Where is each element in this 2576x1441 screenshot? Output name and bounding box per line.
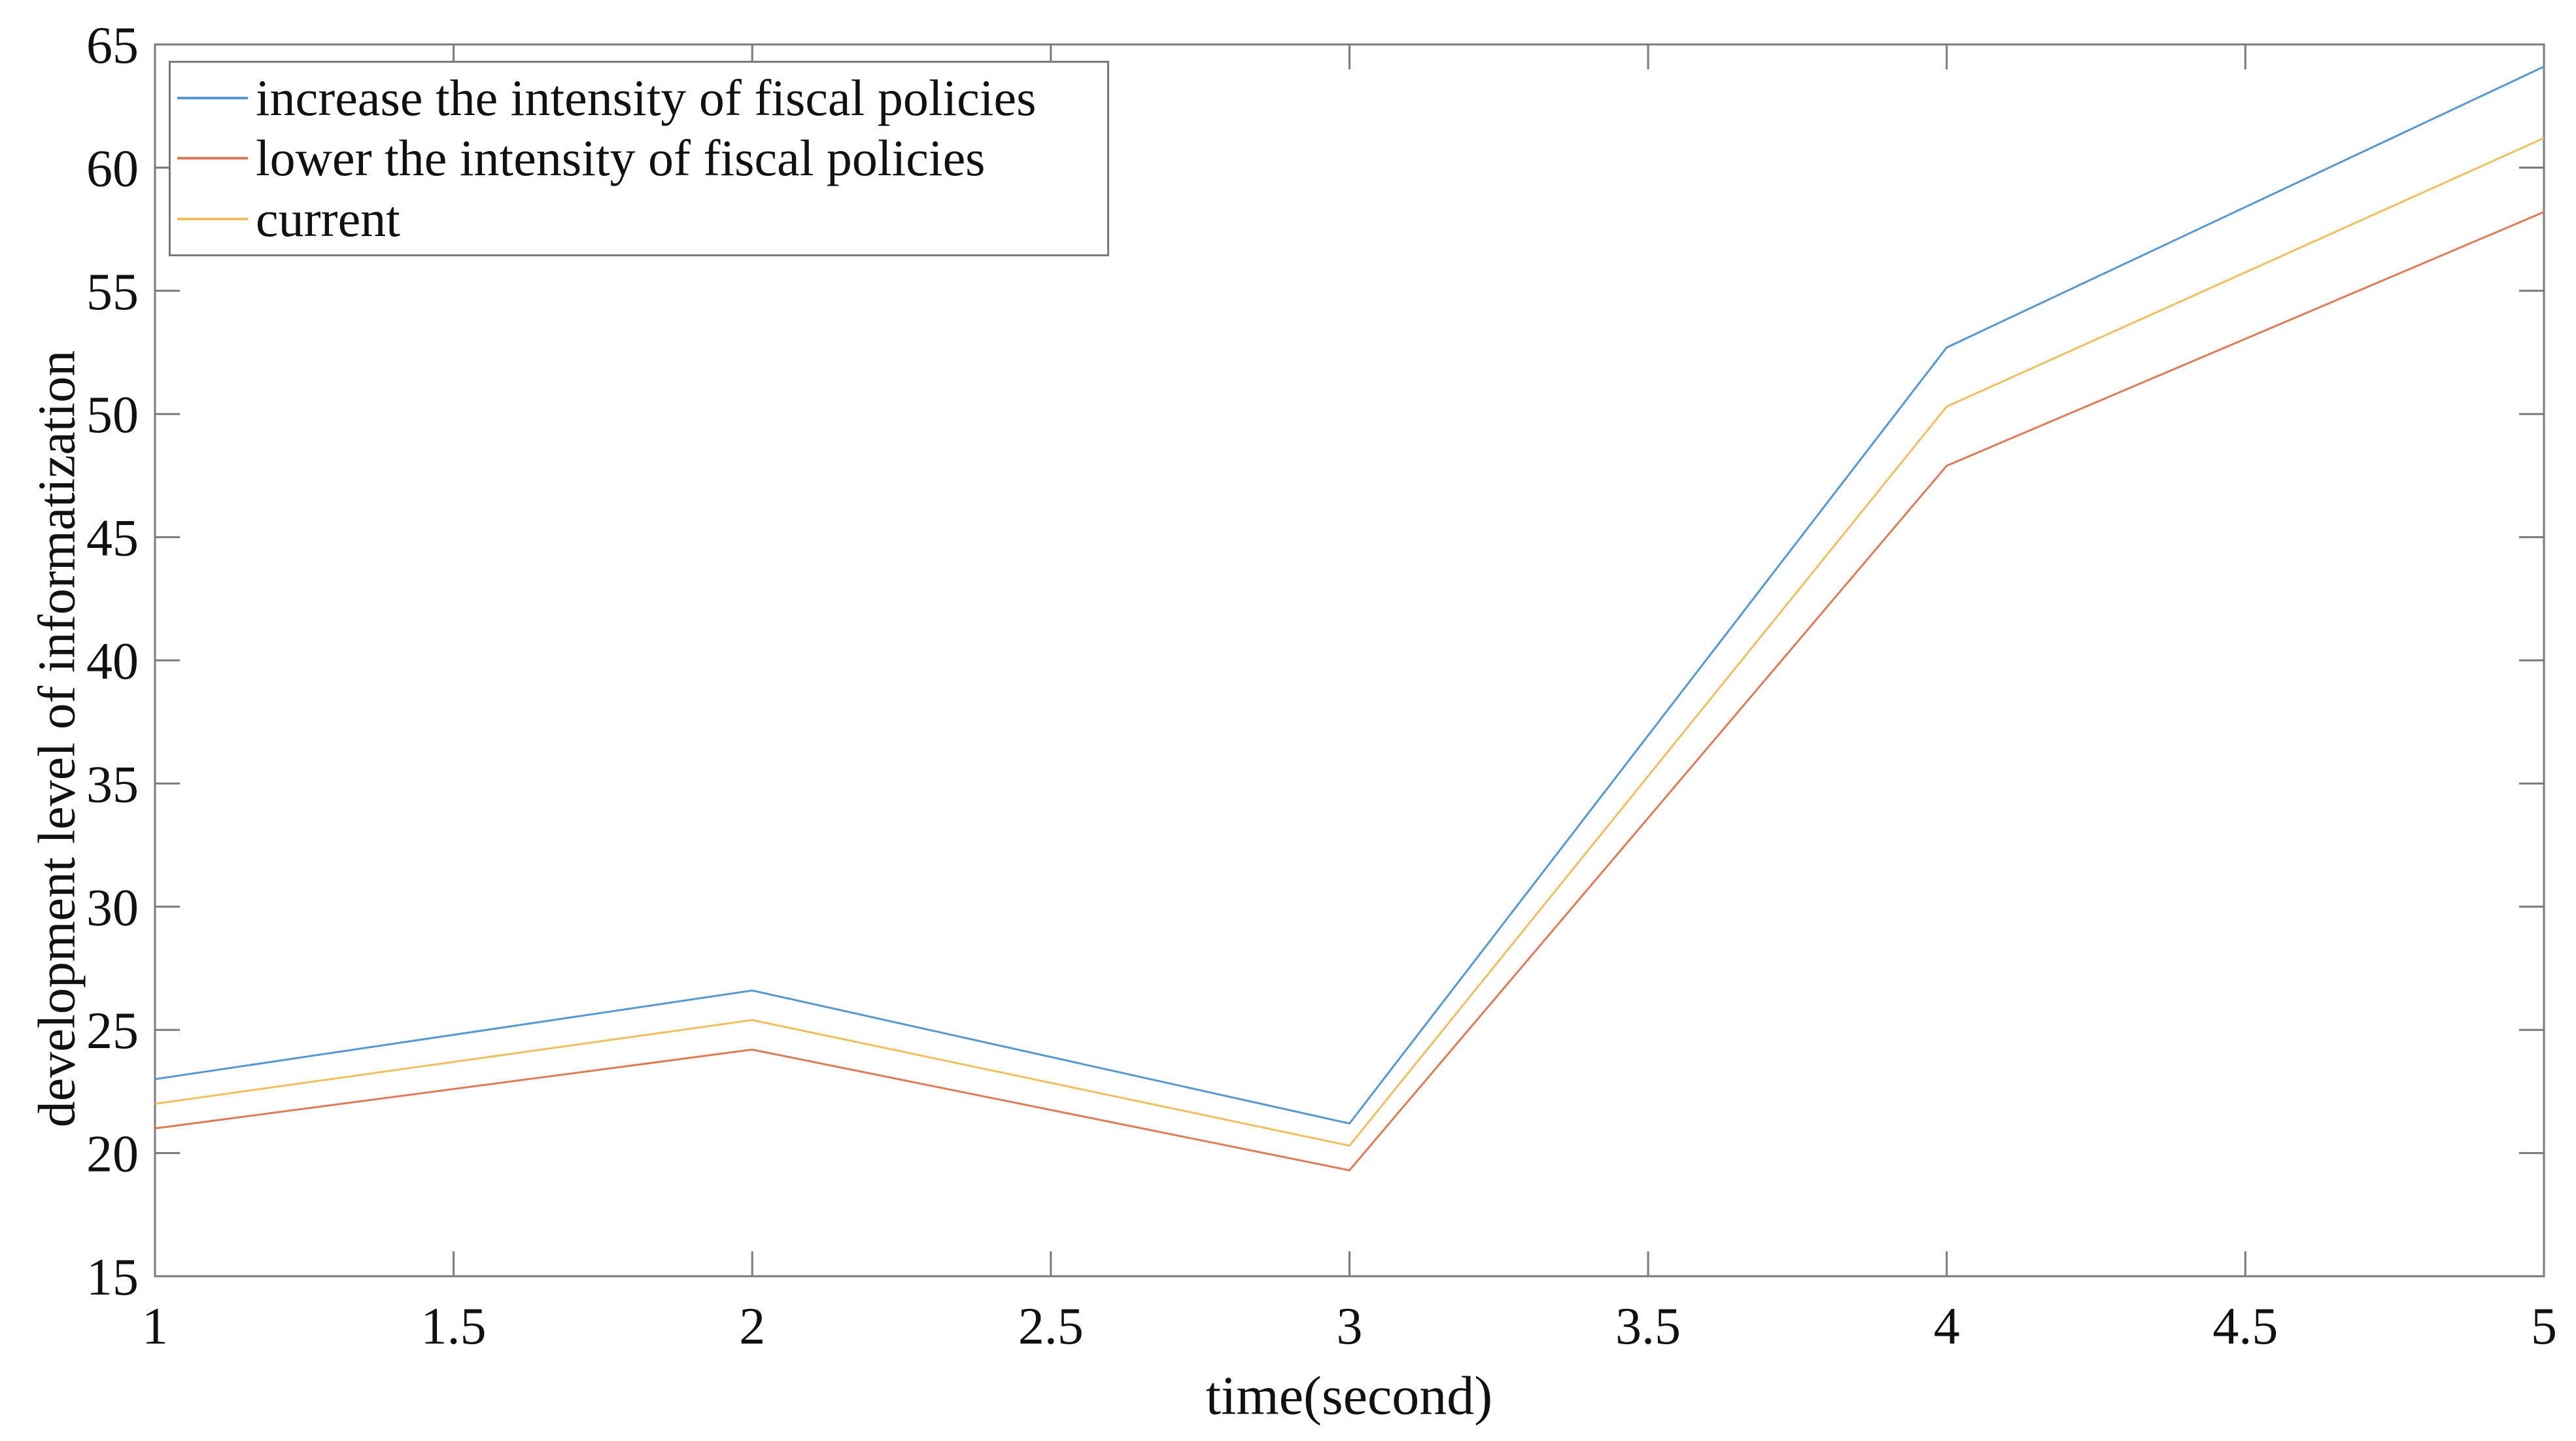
x-tick-label: 5 — [2531, 1298, 2557, 1355]
x-tick-label: 1 — [142, 1298, 168, 1355]
y-tick-label: 50 — [86, 386, 139, 444]
y-tick-label: 55 — [86, 263, 139, 321]
x-tick-label: 4 — [1934, 1298, 1960, 1355]
y-tick-label: 20 — [86, 1126, 139, 1183]
legend-line-swatch-blue — [177, 97, 248, 100]
y-tick-label: 45 — [86, 510, 139, 568]
x-tick-label: 2 — [739, 1298, 765, 1355]
y-tick-label: 35 — [86, 756, 139, 813]
legend-item-label: current — [256, 190, 400, 247]
y-tick-label: 60 — [86, 140, 139, 197]
legend-item: current — [177, 190, 1107, 247]
y-tick-label: 65 — [86, 17, 139, 75]
legend-item: increase the intensity of fiscal policie… — [177, 73, 1107, 124]
y-tick-label: 40 — [86, 633, 139, 690]
series-line-2 — [154, 137, 2545, 1147]
legend-line-swatch-red — [177, 157, 248, 160]
x-axis-title: time(second) — [1205, 1365, 1493, 1427]
y-tick-label: 15 — [86, 1249, 139, 1306]
x-tick-label: 2.5 — [1018, 1298, 1084, 1355]
series-line-0 — [154, 65, 2545, 1125]
legend: increase the intensity of fiscal policie… — [169, 61, 1109, 256]
legend-item: lower the intensity of fiscal policies — [177, 133, 1107, 184]
legend-item-label: lower the intensity of fiscal policies — [256, 129, 986, 187]
x-tick-label: 1.5 — [421, 1298, 487, 1355]
y-tick-label: 30 — [86, 879, 139, 937]
x-tick-label: 3 — [1337, 1298, 1363, 1355]
y-tick-label: 25 — [86, 1002, 139, 1060]
legend-item-label: increase the intensity of fiscal policie… — [256, 69, 1037, 127]
x-tick-label: 4.5 — [2212, 1298, 2278, 1355]
x-tick-label: 3.5 — [1615, 1298, 1681, 1355]
legend-line-swatch-yellow — [177, 217, 248, 220]
series-line-1 — [154, 211, 2545, 1172]
y-axis-title: development level of informatization — [28, 350, 86, 1128]
